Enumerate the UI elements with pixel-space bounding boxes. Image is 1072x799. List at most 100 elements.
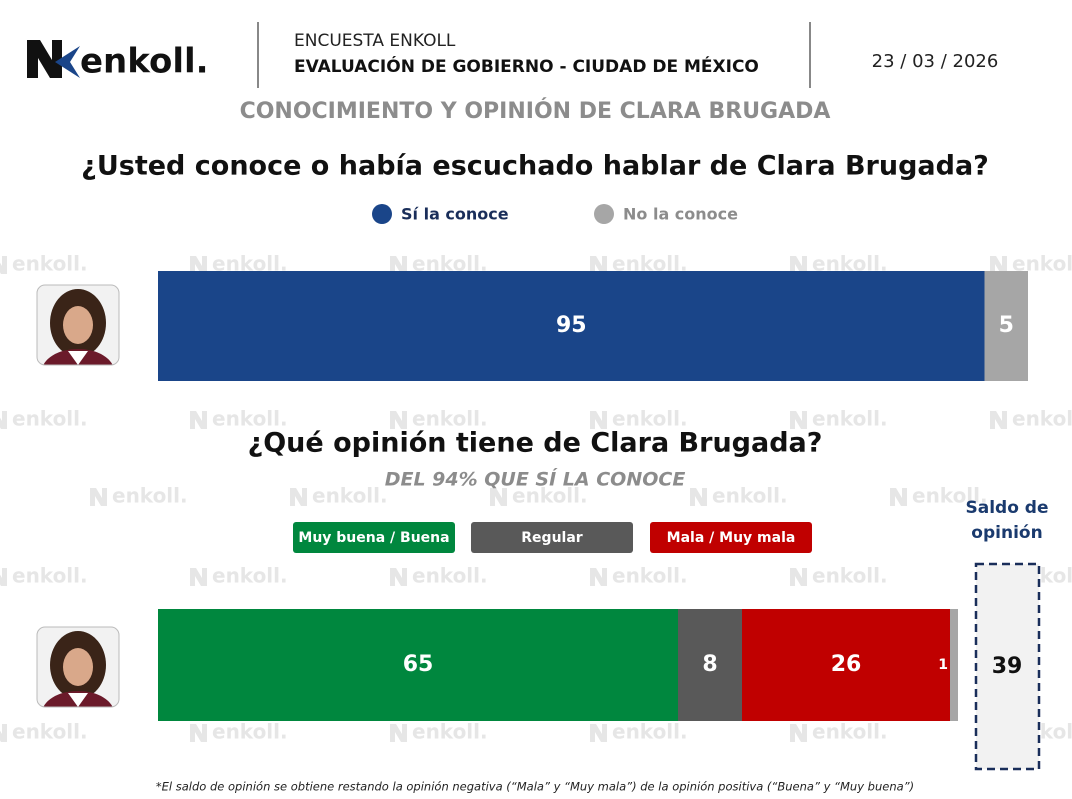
footnote: *El saldo de opinión se obtiene restando…	[156, 780, 914, 794]
logo: enkoll.	[27, 40, 209, 82]
date: 23 / 03 / 2026	[872, 51, 999, 72]
legend-swatch	[594, 204, 614, 224]
watermark: enkoll.	[12, 720, 88, 744]
watermark: enkoll.	[412, 407, 488, 431]
photo-frame	[36, 626, 120, 708]
logo-arrow	[55, 46, 80, 78]
watermark-mark	[0, 568, 7, 586]
watermark: enkoll.	[912, 484, 988, 508]
balance-value: 39	[992, 654, 1023, 679]
chart-subtitle: DEL 94% QUE SÍ LA CONOCE	[385, 468, 686, 491]
watermark-mark	[390, 724, 407, 742]
bar-segment	[158, 609, 678, 721]
survey-name: ENCUESTA ENKOLL	[294, 31, 456, 51]
watermark-mark	[190, 256, 207, 274]
watermark-mark	[590, 411, 607, 429]
watermark: enkoll.	[212, 564, 288, 588]
logo-text: enkoll.	[80, 42, 209, 82]
watermark-mark	[790, 724, 807, 742]
watermark-mark	[0, 411, 7, 429]
bar-segment	[984, 271, 1028, 381]
watermark: enkoll.	[12, 407, 88, 431]
photo-face	[63, 648, 93, 686]
data-label: 1	[938, 657, 948, 673]
watermark-mark	[390, 568, 407, 586]
watermark-mark	[790, 568, 807, 586]
legend-label: Mala / Muy mala	[667, 530, 796, 546]
watermark: enkoll.	[312, 484, 388, 508]
photo-collar	[68, 351, 88, 365]
legend-label: Regular	[521, 530, 583, 546]
watermark-mark	[0, 256, 7, 274]
watermark-mark	[890, 488, 907, 506]
watermark: enkoll.	[812, 407, 888, 431]
watermark: enkoll.	[612, 720, 688, 744]
photo-body	[42, 349, 114, 365]
photo-face	[63, 306, 93, 344]
data-label: 95	[556, 313, 587, 338]
photo-content	[37, 627, 119, 707]
legend-label: No la conoce	[623, 205, 738, 224]
watermark-mark	[590, 256, 607, 274]
watermark: enkoll.	[12, 252, 88, 276]
watermark-mark	[0, 724, 7, 742]
legend-swatch	[650, 522, 812, 553]
legend-swatch	[293, 522, 455, 553]
watermark-mark	[190, 568, 207, 586]
watermark: enkoll.	[12, 564, 88, 588]
watermark: enkoll.	[812, 720, 888, 744]
watermark-mark	[390, 256, 407, 274]
legend-label: Sí la conoce	[401, 205, 509, 224]
logo-mark	[27, 40, 62, 78]
photo	[36, 284, 120, 366]
legend-label: Muy buena / Buena	[298, 530, 449, 546]
legend-swatch	[372, 204, 392, 224]
data-label: 5	[999, 313, 1014, 338]
legend-swatch	[471, 522, 633, 553]
watermark: enkoll.	[212, 407, 288, 431]
photo-body	[42, 691, 114, 707]
watermark-mark	[290, 488, 307, 506]
watermark: enkoll.	[412, 564, 488, 588]
watermark-mark	[90, 488, 107, 506]
photo-collar	[68, 693, 88, 707]
balance-box	[974, 562, 1041, 771]
watermark-mark	[590, 724, 607, 742]
section-title: CONOCIMIENTO Y OPINIÓN DE CLARA BRUGADA	[240, 98, 831, 124]
watermark-mark	[390, 411, 407, 429]
watermark-mark	[490, 488, 507, 506]
watermark: enkoll.	[512, 484, 588, 508]
chart-title: ¿Qué opinión tiene de Clara Brugada?	[248, 428, 823, 459]
watermark-mark	[590, 568, 607, 586]
photo-frame	[36, 284, 120, 366]
watermark: enkoll.	[412, 720, 488, 744]
bar-segment	[158, 271, 985, 381]
watermark: enkoll.	[112, 484, 188, 508]
watermark-mark	[190, 724, 207, 742]
study-name: EVALUACIÓN DE GOBIERNO - CIUDAD DE MÉXIC…	[294, 55, 759, 77]
watermark-mark	[790, 411, 807, 429]
bar-segment	[950, 609, 958, 721]
chart-title: ¿Usted conoce o había escuchado hablar d…	[81, 151, 989, 182]
watermark: enkoll.	[1012, 407, 1072, 431]
data-label: 26	[831, 652, 862, 677]
bar-segment	[678, 609, 742, 721]
data-label: 65	[403, 652, 434, 677]
watermarks: enkoll. enkoll. enkoll. enkoll. enkoll. enkol…	[0, 252, 1072, 744]
watermark-mark	[990, 256, 1007, 274]
watermark-mark	[790, 256, 807, 274]
bar-segment	[742, 609, 950, 721]
watermark: enkoll.	[612, 564, 688, 588]
watermark: enkoll.	[812, 564, 888, 588]
photo	[36, 626, 120, 708]
watermark: enkoll.	[612, 407, 688, 431]
data-label: 8	[702, 652, 717, 677]
balance-label: Saldo de	[965, 498, 1048, 518]
watermark-mark	[990, 411, 1007, 429]
watermark-mark	[190, 411, 207, 429]
charts: ¿Usted conoce o había escuchado hablar d…	[36, 151, 1049, 771]
watermark-mark	[690, 488, 707, 506]
photo-content	[37, 285, 119, 365]
balance-label: opinión	[971, 523, 1042, 543]
